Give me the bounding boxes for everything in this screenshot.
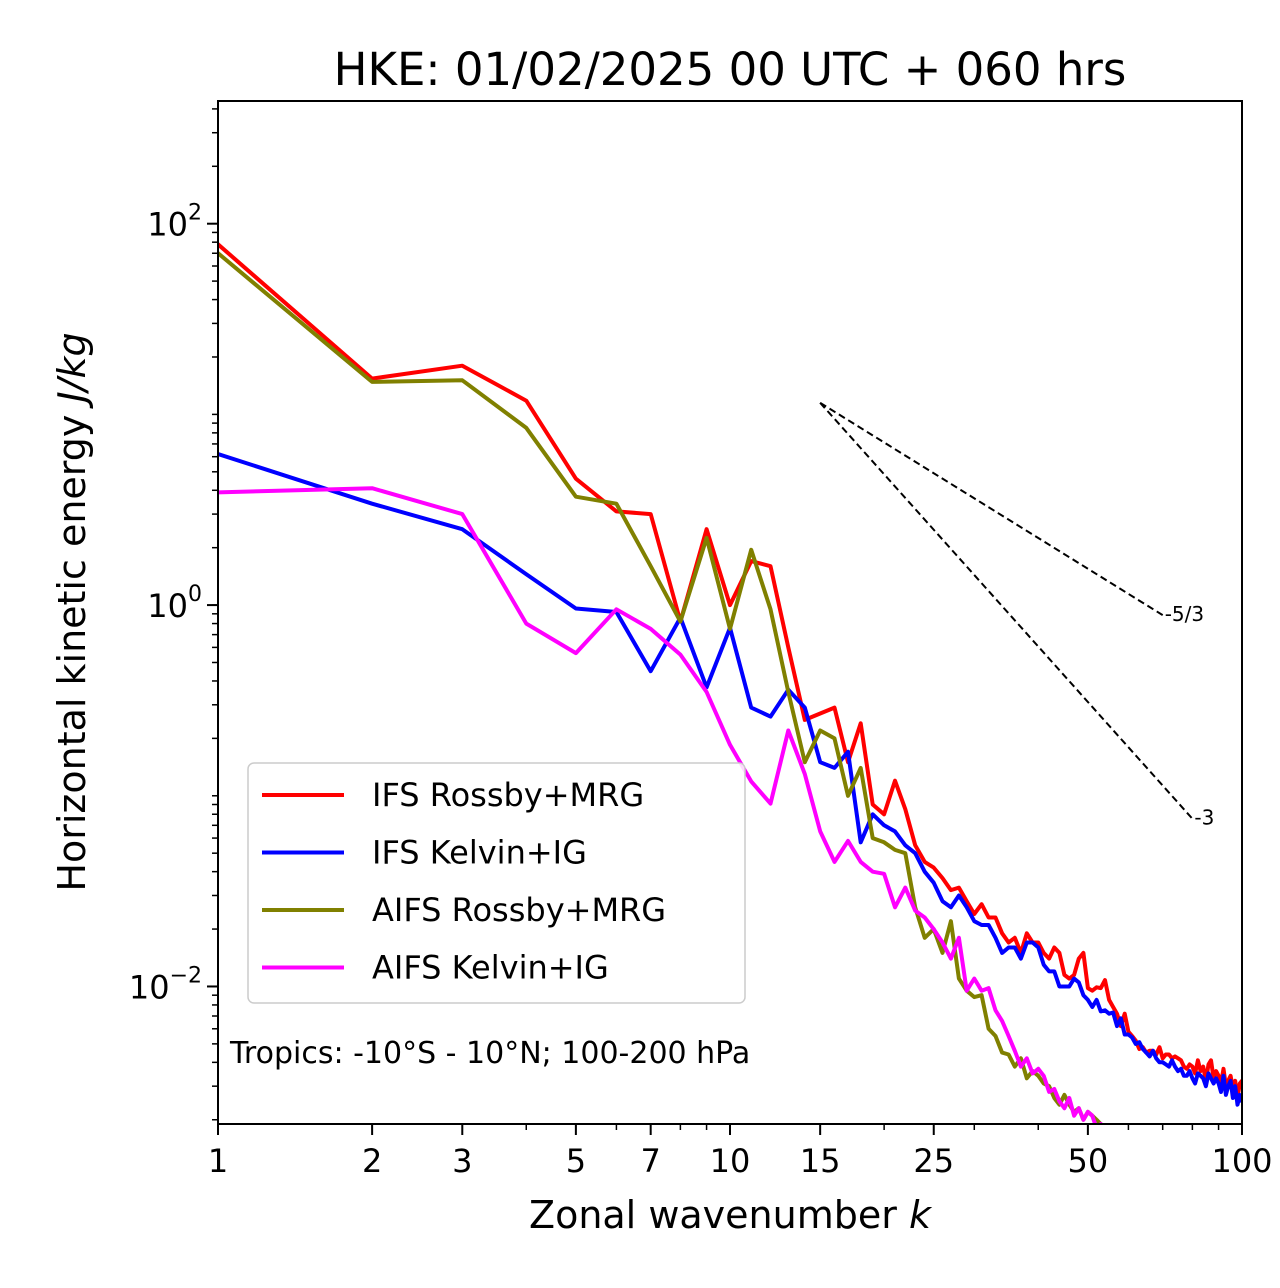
y-tick-label: 102 [147,201,202,244]
slope-line-3-label: -3 [1194,806,1214,830]
y-axis-label: Horizontal kinetic energy J/kg [50,332,94,891]
x-tick-label: 25 [913,1142,954,1180]
x-axis-label: Zonal wavenumber k [529,1193,933,1237]
legend-label: AIFS Rossby+MRG [372,891,666,929]
plot-frame [217,100,1243,1125]
x-axis-variable: k [909,1193,933,1237]
x-tick-label: 7 [641,1142,661,1180]
x-tick-label: 10 [710,1142,751,1180]
legend-item-ifs-kelvin-ig: IFS Kelvin+IG [262,834,587,872]
y-axis-unit: J/kg [50,332,94,409]
legend-item-ifs-rossby-mrg: IFS Rossby+MRG [262,776,644,814]
series-line-ifs-kelvin-ig [218,452,1242,1107]
x-tick-label: 5 [566,1142,586,1180]
slope-line-3 [819,402,1194,820]
legend-box [247,762,746,1004]
x-tick-label: 3 [452,1142,472,1180]
x-axis-label-text: Zonal wavenumber [529,1193,897,1237]
x-tick-label: 50 [1068,1142,1109,1180]
legend-label: AIFS Kelvin+IG [372,949,609,987]
legend-label: IFS Kelvin+IG [372,834,587,872]
y-tick-label: 10−2 [129,963,202,1006]
slope-line-5-3-label: -5/3 [1165,602,1204,626]
legend-item-aifs-rossby-mrg: AIFS Rossby+MRG [262,891,666,929]
x-tick-label: 1 [208,1142,228,1180]
x-tick-label: 15 [800,1142,841,1180]
series-line-ifs-rossby-mrg [218,242,1242,1100]
slope-line-5-3 [819,401,1164,616]
x-tick-label: 100 [1211,1142,1272,1180]
x-tick-label: 2 [362,1142,382,1180]
y-axis-label-text: Horizontal kinetic energy [50,415,94,892]
region-annotation: Tropics: -10°S - 10°N; 100-200 hPa [229,1036,750,1071]
series-line-aifs-kelvin-ig [218,486,1103,1124]
legend-item-aifs-kelvin-ig: AIFS Kelvin+IG [262,949,609,987]
legend: IFS Rossby+MRG IFS Kelvin+IG AIFS Rossby+M… [247,762,746,1004]
y-tick-label: 100 [147,582,202,625]
legend-label: IFS Rossby+MRG [372,776,644,814]
chart-title: HKE: 01/02/2025 00 UTC + 060 hrs [334,43,1127,96]
